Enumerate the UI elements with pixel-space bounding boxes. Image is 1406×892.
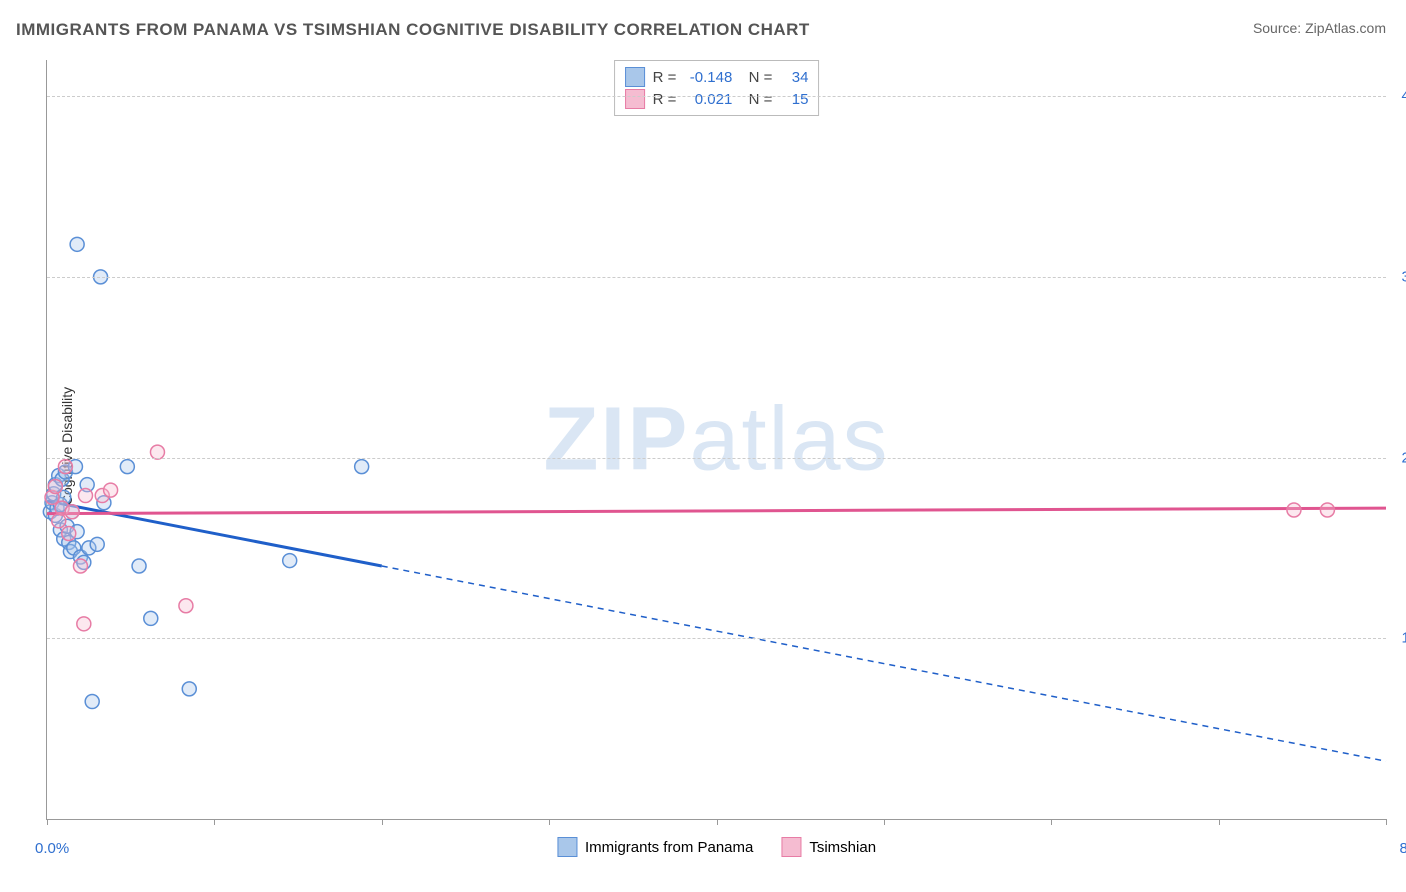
- data-point-panama: [90, 537, 104, 551]
- chart-plot-area: ZIPatlas R =-0.148 N =34R =0.021 N =15 0…: [46, 60, 1386, 820]
- x-axis-max-label: 80.0%: [1399, 840, 1406, 857]
- data-point-panama: [120, 460, 134, 474]
- legend: Immigrants from Panama Tsimshian: [557, 837, 876, 857]
- data-point-panama: [283, 554, 297, 568]
- r-label: R =: [653, 69, 677, 86]
- source-label: Source:: [1253, 20, 1301, 36]
- regression-line-panama: [47, 501, 382, 566]
- y-tick-label: 30.0%: [1392, 268, 1406, 285]
- y-tick-label: 10.0%: [1392, 630, 1406, 647]
- n-label: N =: [740, 91, 772, 108]
- gridline: [47, 458, 1386, 459]
- x-tick: [884, 819, 885, 825]
- stats-row-tsimshian: R = 0.021 N = 15: [625, 89, 809, 109]
- y-tick-label: 20.0%: [1392, 449, 1406, 466]
- gridline: [47, 638, 1386, 639]
- x-tick: [214, 819, 215, 825]
- data-point-panama: [182, 682, 196, 696]
- x-axis-min-label: 0.0%: [35, 840, 69, 857]
- data-point-tsimshian: [1287, 503, 1301, 517]
- n-value-panama: 34: [780, 69, 808, 86]
- legend-label-tsimshian: Tsimshian: [809, 839, 876, 856]
- gridline: [47, 277, 1386, 278]
- data-point-tsimshian: [1320, 503, 1334, 517]
- data-point-tsimshian: [73, 559, 87, 573]
- y-tick-label: 40.0%: [1392, 88, 1406, 105]
- x-tick: [1386, 819, 1387, 825]
- x-tick: [47, 819, 48, 825]
- source-attribution: Source: ZipAtlas.com: [1253, 20, 1386, 36]
- r-value-panama: -0.148: [684, 69, 732, 86]
- data-point-tsimshian: [65, 505, 79, 519]
- swatch-tsimshian: [625, 89, 645, 109]
- r-value-tsimshian: 0.021: [684, 91, 732, 108]
- chart-svg: [47, 60, 1386, 819]
- swatch-panama: [625, 67, 645, 87]
- regression-line-tsimshian: [47, 508, 1386, 513]
- source-link[interactable]: ZipAtlas.com: [1305, 20, 1386, 36]
- regression-line-dashed-panama: [382, 566, 1386, 761]
- data-point-tsimshian: [104, 483, 118, 497]
- correlation-stats-box: R = -0.148 N = 34 R = 0.021 N = 15: [614, 60, 820, 116]
- r-label: R =: [653, 91, 677, 108]
- n-value-tsimshian: 15: [780, 91, 808, 108]
- data-point-tsimshian: [78, 489, 92, 503]
- data-point-panama: [144, 611, 158, 625]
- data-point-tsimshian: [179, 599, 193, 613]
- data-point-panama: [70, 237, 84, 251]
- x-tick: [717, 819, 718, 825]
- data-point-panama: [355, 460, 369, 474]
- data-point-tsimshian: [48, 479, 62, 493]
- legend-item-panama: Immigrants from Panama: [557, 837, 753, 857]
- data-point-tsimshian: [62, 526, 76, 540]
- data-point-panama: [85, 695, 99, 709]
- x-tick: [549, 819, 550, 825]
- data-point-tsimshian: [58, 460, 72, 474]
- x-tick: [1219, 819, 1220, 825]
- data-point-panama: [132, 559, 146, 573]
- legend-item-tsimshian: Tsimshian: [781, 837, 876, 857]
- chart-title: IMMIGRANTS FROM PANAMA VS TSIMSHIAN COGN…: [16, 20, 810, 40]
- data-point-tsimshian: [77, 617, 91, 631]
- legend-swatch-tsimshian: [781, 837, 801, 857]
- stats-row-panama: R = -0.148 N = 34: [625, 67, 809, 87]
- gridline: [47, 96, 1386, 97]
- legend-swatch-panama: [557, 837, 577, 857]
- x-tick: [382, 819, 383, 825]
- legend-label-panama: Immigrants from Panama: [585, 839, 753, 856]
- data-point-tsimshian: [52, 514, 66, 528]
- n-label: N =: [740, 69, 772, 86]
- x-tick: [1051, 819, 1052, 825]
